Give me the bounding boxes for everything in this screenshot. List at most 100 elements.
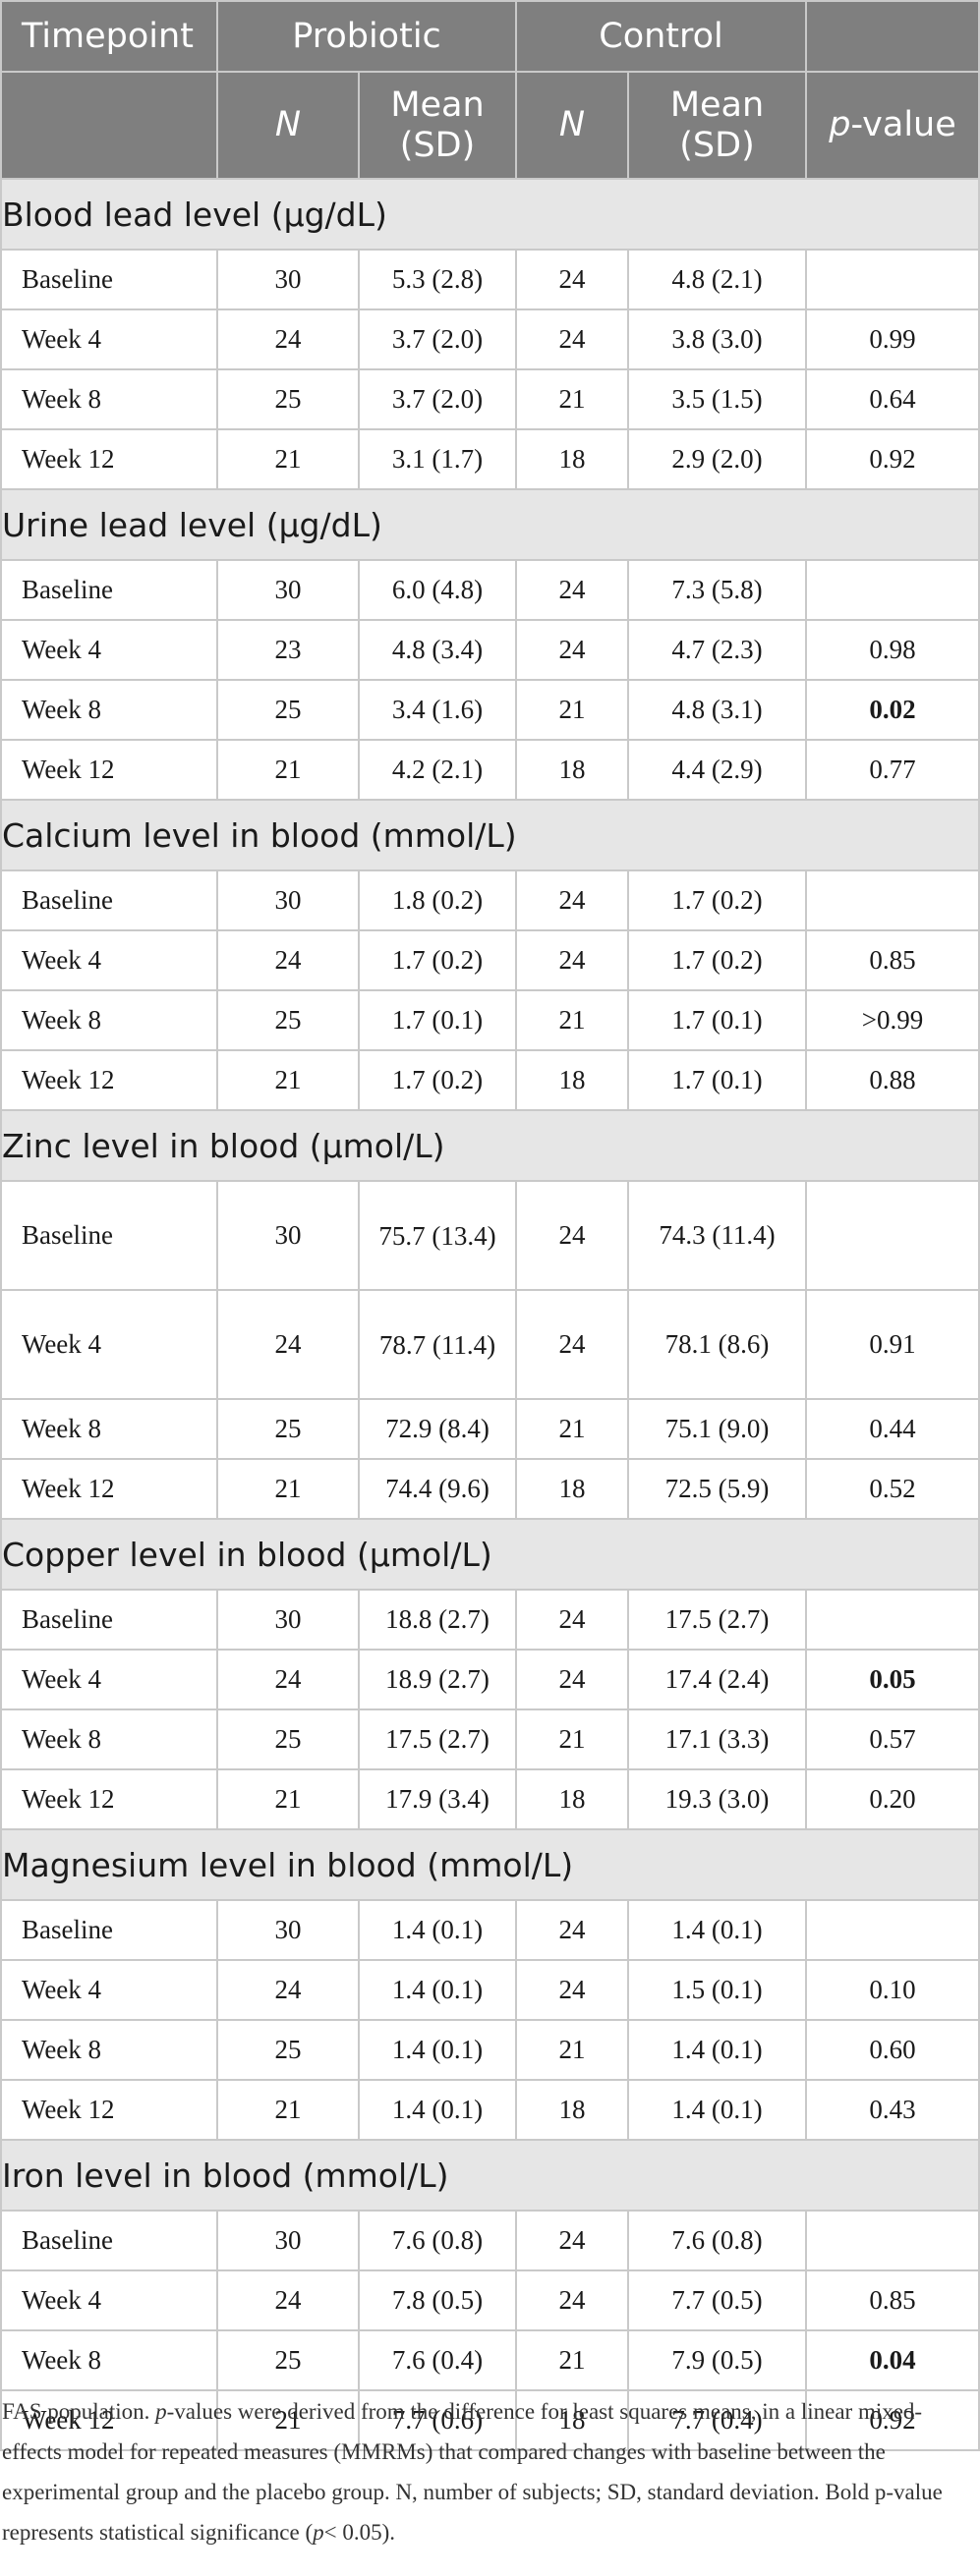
control-n-cell: 24 bbox=[515, 619, 630, 681]
timepoint-cell: Week 4 bbox=[0, 1289, 218, 1400]
probiotic-mean-sd-cell: 5.3 (2.8) bbox=[357, 249, 518, 310]
timepoint-cell: Week 4 bbox=[0, 619, 218, 681]
control-n-cell: 24 bbox=[515, 308, 630, 370]
p-value-header: p-value bbox=[805, 71, 980, 180]
probiotic-mean-sd-cell: 17.9 (3.4) bbox=[357, 1768, 518, 1830]
timepoint-cell: Baseline bbox=[0, 1589, 218, 1651]
probiotic-mean-sd-cell: 1.4 (0.1) bbox=[357, 1959, 518, 2021]
control-mean-sd-cell: 3.5 (1.5) bbox=[627, 368, 808, 430]
table-row: Week 4 23 4.8 (3.4) 24 4.7 (2.3) 0.98 bbox=[0, 619, 980, 681]
table-row: Week 4 24 18.9 (2.7) 24 17.4 (2.4) 0.05 bbox=[0, 1649, 980, 1710]
control-mean-sd-cell: 7.7 (0.5) bbox=[627, 2269, 808, 2331]
probiotic-n-cell: 24 bbox=[216, 2269, 360, 2331]
table-row: Week 12 21 1.4 (0.1) 18 1.4 (0.1) 0.43 bbox=[0, 2079, 980, 2141]
section-header-row: Iron level in blood (mmol/L) bbox=[0, 2139, 980, 2212]
probiotic-mean-sd-cell: 1.8 (0.2) bbox=[357, 869, 518, 931]
probiotic-n-cell: 24 bbox=[216, 308, 360, 370]
control-n-cell: 24 bbox=[515, 1180, 630, 1291]
p-value-cell: 0.98 bbox=[805, 619, 980, 681]
probiotic-n-cell: 30 bbox=[216, 1899, 360, 1961]
control-mean-sd-cell: 1.5 (0.1) bbox=[627, 1959, 808, 2021]
probiotic-n-cell: 21 bbox=[216, 1049, 360, 1111]
control-n-cell: 21 bbox=[515, 2019, 630, 2081]
probiotic-mean-sd-header: Mean (SD) bbox=[357, 71, 518, 180]
probiotic-mean-sd-cell: 3.1 (1.7) bbox=[357, 428, 518, 490]
control-n-cell: 18 bbox=[515, 739, 630, 801]
control-n-cell: 24 bbox=[515, 929, 630, 991]
control-n-header: N bbox=[515, 71, 630, 180]
p-value-cell: 0.85 bbox=[805, 929, 980, 991]
p-value-cell bbox=[805, 1180, 980, 1291]
probiotic-n-cell: 24 bbox=[216, 1649, 360, 1710]
header-empty-cell bbox=[0, 71, 218, 180]
footnote-p-italic: p bbox=[155, 2399, 167, 2424]
probiotic-mean-sd-cell: 3.7 (2.0) bbox=[357, 308, 518, 370]
control-n-cell: 24 bbox=[515, 1649, 630, 1710]
control-n-cell: 18 bbox=[515, 2389, 630, 2451]
probiotic-n-cell: 23 bbox=[216, 619, 360, 681]
timepoint-cell: Baseline bbox=[0, 559, 218, 621]
control-mean-sd-cell: 1.7 (0.1) bbox=[627, 1049, 808, 1111]
control-n-cell: 24 bbox=[515, 2210, 630, 2271]
mean-label: Mean bbox=[390, 84, 485, 125]
probiotic-n-cell: 21 bbox=[216, 428, 360, 490]
table-row: Week 8 25 1.4 (0.1) 21 1.4 (0.1) 0.60 bbox=[0, 2019, 980, 2081]
control-mean-sd-cell: 75.1 (9.0) bbox=[627, 1398, 808, 1460]
p-value-cell bbox=[805, 559, 980, 621]
results-table: Timepoint Probiotic Control N Mean (SD) … bbox=[0, 0, 980, 2451]
header-row-groups: Timepoint Probiotic Control bbox=[0, 0, 980, 73]
timepoint-cell: Week 12 bbox=[0, 1768, 218, 1830]
probiotic-n-cell: 21 bbox=[216, 2389, 360, 2451]
mean-label: Mean bbox=[669, 84, 765, 125]
table-row: Week 12 21 17.9 (3.4) 18 19.3 (3.0) 0.20 bbox=[0, 1768, 980, 1830]
table-row: Week 4 24 1.4 (0.1) 24 1.5 (0.1) 0.10 bbox=[0, 1959, 980, 2021]
control-n-cell: 21 bbox=[515, 989, 630, 1051]
probiotic-n-cell: 25 bbox=[216, 2329, 360, 2391]
control-n-cell: 24 bbox=[515, 559, 630, 621]
probiotic-n-cell: 24 bbox=[216, 1289, 360, 1400]
table-row: Week 12 21 7.7 (0.6) 18 7.7 (0.4) 0.92 bbox=[0, 2389, 980, 2451]
control-mean-sd-cell: 7.9 (0.5) bbox=[627, 2329, 808, 2391]
control-n-cell: 24 bbox=[515, 2269, 630, 2331]
footnote-part3: < 0.05). bbox=[323, 2520, 396, 2545]
p-value-cell: 0.88 bbox=[805, 1049, 980, 1111]
section-header-row: Urine lead level (µg/dL) bbox=[0, 488, 980, 561]
probiotic-n-cell: 25 bbox=[216, 679, 360, 741]
probiotic-mean-sd-cell: 75.7 (13.4) bbox=[357, 1180, 518, 1291]
probiotic-n-cell: 24 bbox=[216, 1959, 360, 2021]
probiotic-n-cell: 30 bbox=[216, 1589, 360, 1651]
control-n-cell: 18 bbox=[515, 1049, 630, 1111]
section-title: Urine lead level (µg/dL) bbox=[0, 488, 980, 561]
timepoint-cell: Week 12 bbox=[0, 739, 218, 801]
p-value-header-rest: -value bbox=[850, 105, 956, 144]
p-value-cell: >0.99 bbox=[805, 989, 980, 1051]
p-value-cell: 0.04 bbox=[805, 2329, 980, 2391]
control-mean-sd-cell: 7.6 (0.8) bbox=[627, 2210, 808, 2271]
control-n-cell: 24 bbox=[515, 1589, 630, 1651]
table-footnote: FAS population. p-values were derived fr… bbox=[0, 2391, 960, 2552]
table-row: Week 12 21 3.1 (1.7) 18 2.9 (2.0) 0.92 bbox=[0, 428, 980, 490]
control-n-cell: 21 bbox=[515, 679, 630, 741]
probiotic-group-header: Probiotic bbox=[215, 0, 518, 73]
p-value-cell: 0.60 bbox=[805, 2019, 980, 2081]
probiotic-mean-sd-cell: 1.7 (0.2) bbox=[357, 1049, 518, 1111]
timepoint-cell: Baseline bbox=[0, 249, 218, 310]
section-title: Zinc level in blood (µmol/L) bbox=[0, 1109, 980, 1182]
p-value-cell bbox=[805, 1589, 980, 1651]
table-row: Baseline 30 5.3 (2.8) 24 4.8 (2.1) bbox=[0, 249, 980, 310]
control-n-cell: 21 bbox=[515, 1708, 630, 1770]
control-mean-sd-cell: 17.1 (3.3) bbox=[627, 1708, 808, 1770]
timepoint-cell: Week 12 bbox=[0, 1049, 218, 1111]
table-row: Week 8 25 7.6 (0.4) 21 7.9 (0.5) 0.04 bbox=[0, 2329, 980, 2391]
control-mean-sd-header: Mean (SD) bbox=[627, 71, 808, 180]
table-row: Week 8 25 3.4 (1.6) 21 4.8 (3.1) 0.02 bbox=[0, 679, 980, 741]
probiotic-n-cell: 30 bbox=[216, 249, 360, 310]
p-value-cell: 0.44 bbox=[805, 1398, 980, 1460]
control-mean-sd-cell: 19.3 (3.0) bbox=[627, 1768, 808, 1830]
control-mean-sd-cell: 4.7 (2.3) bbox=[627, 619, 808, 681]
probiotic-n-cell: 30 bbox=[216, 559, 360, 621]
table-row: Week 12 21 4.2 (2.1) 18 4.4 (2.9) 0.77 bbox=[0, 739, 980, 801]
timepoint-cell: Week 8 bbox=[0, 368, 218, 430]
p-value-cell: 0.52 bbox=[805, 1458, 980, 1520]
probiotic-mean-sd-cell: 7.8 (0.5) bbox=[357, 2269, 518, 2331]
